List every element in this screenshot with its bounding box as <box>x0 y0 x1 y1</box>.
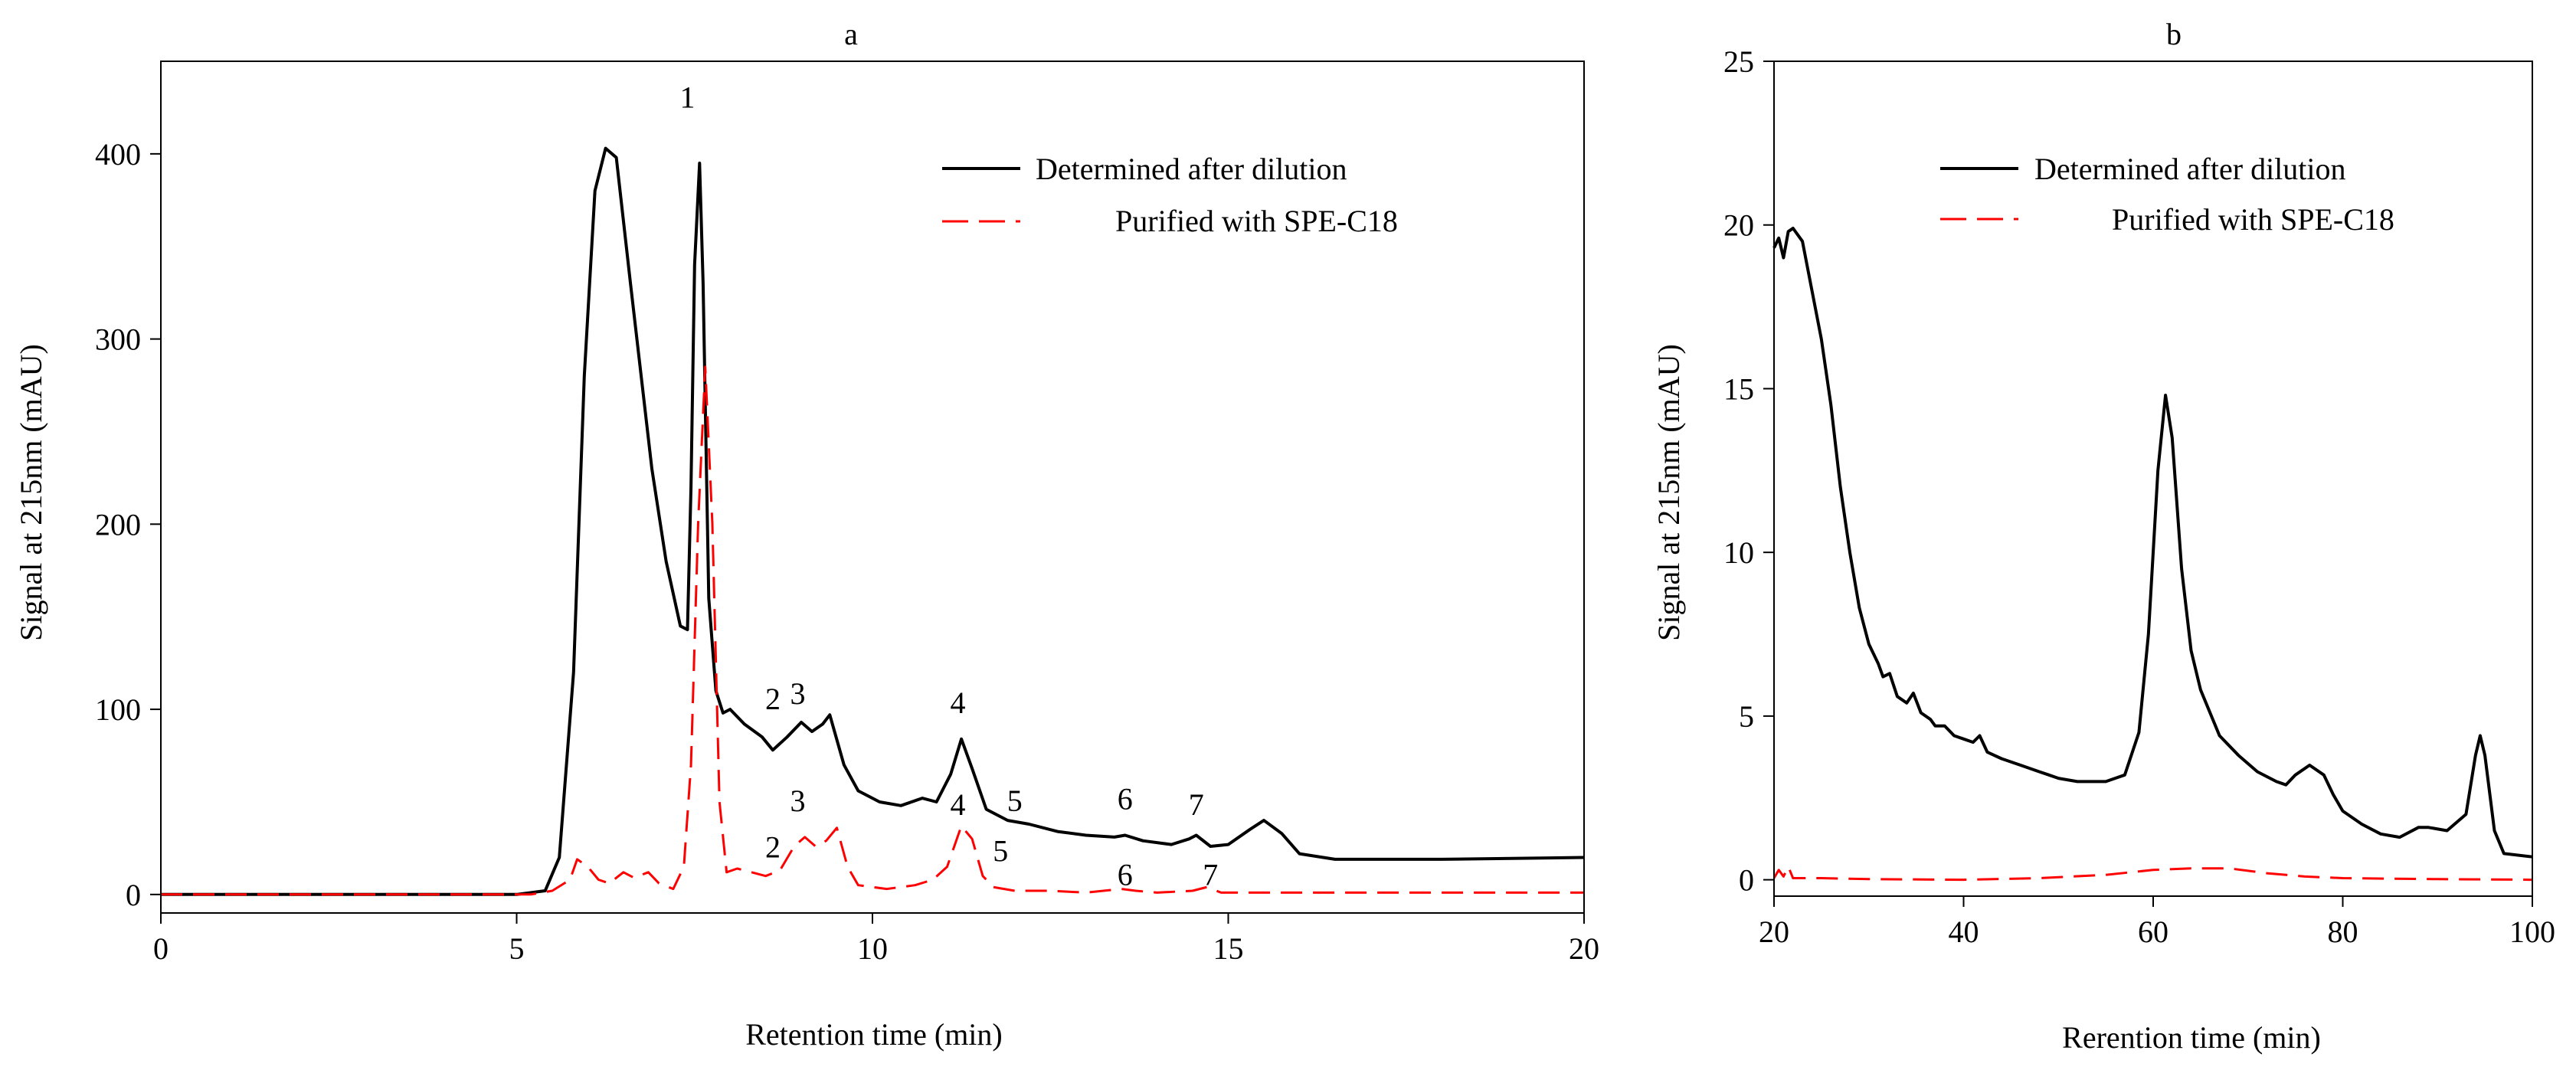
y-tick-label-a: 0 <box>126 878 141 912</box>
y-tick-label-b: 5 <box>1739 699 1754 734</box>
peak-label-a-12: 7 <box>1203 858 1218 892</box>
y-tick-label-a: 400 <box>95 137 141 172</box>
peak-label-a-11: 6 <box>1118 858 1133 892</box>
peak-label-a-3: 4 <box>950 686 965 720</box>
series-group-a <box>161 146 1585 896</box>
peak-label-a-2: 3 <box>790 676 805 711</box>
x-axis-label-b: Rerention time (min) <box>2062 1020 2321 1055</box>
x-tick-label-b: 60 <box>2138 915 2168 949</box>
legend-a: Determined after dilution Purified with … <box>942 152 1398 238</box>
y-tick-label-a: 200 <box>95 507 141 542</box>
series-line-b-0 <box>1772 227 2533 859</box>
y-tick-label-a: 300 <box>95 322 141 357</box>
series-line-b-1 <box>1772 865 2533 882</box>
legend-label-determined-a: Determined after dilution <box>1036 152 1347 186</box>
plot-frame-a <box>160 61 1585 914</box>
y-axis-label-b: Signal at 215nm (mAU) <box>1651 344 1686 641</box>
peak-label-a-5: 6 <box>1118 782 1133 816</box>
x-tick-label-b: 100 <box>2509 915 2555 949</box>
x-tick-label-b: 80 <box>2328 915 2358 949</box>
peak-label-a-6: 7 <box>1189 787 1204 822</box>
peak-label-a-9: 4 <box>950 787 965 822</box>
peak-label-a-4: 5 <box>1007 784 1023 818</box>
series-line-a-0 <box>161 146 1585 896</box>
peak-label-a-10: 5 <box>993 833 1008 868</box>
x-tick-label-b: 40 <box>1949 915 1979 949</box>
annotations-group-a: 12 3 45 6 723 456 7 <box>679 80 1218 892</box>
x-tick-label-a: 15 <box>1213 931 1244 966</box>
peak-label-a-1: 2 <box>765 682 781 716</box>
series-group-b <box>1772 227 2533 882</box>
y-tick-label-b: 25 <box>1723 44 1754 79</box>
series-line-a-1 <box>161 365 1584 896</box>
x-tick-label-a: 5 <box>509 931 525 966</box>
legend-b: Determined after dilution Purified with … <box>1940 152 2394 237</box>
panel-title-a: a <box>844 17 858 51</box>
y-tick-label-a: 100 <box>95 692 141 727</box>
legend-label-purified-a: Purified with SPE-C18 <box>1115 204 1398 238</box>
chart-panel-b: b 20 40 60 80 100 0 5 10 15 20 25 Determined after… <box>1651 17 2555 1055</box>
panel-title-b: b <box>2166 17 2182 51</box>
x-tick-label-a: 20 <box>1569 931 1599 966</box>
legend-label-determined-b: Determined after dilution <box>2034 152 2346 186</box>
y-axis-label-a: Signal at 215nm (mAU) <box>14 344 48 641</box>
y-tick-label-b: 15 <box>1723 371 1754 406</box>
peak-label-a-7: 2 <box>765 829 781 864</box>
peak-label-a-8: 3 <box>790 784 805 818</box>
y-tick-label-b: 0 <box>1739 863 1754 898</box>
plot-frame-b <box>1773 61 2533 897</box>
x-axis-label-a: Retention time (min) <box>745 1017 1003 1052</box>
legend-label-purified-b: Purified with SPE-C18 <box>2112 202 2394 237</box>
x-tick-label-a: 0 <box>153 931 169 966</box>
y-tick-label-b: 10 <box>1723 535 1754 570</box>
ticks-group-b: 20 40 60 80 100 0 5 10 15 20 25 <box>1723 44 2555 949</box>
x-tick-label-b: 20 <box>1759 915 1789 949</box>
y-tick-label-b: 20 <box>1723 208 1754 243</box>
x-tick-label-a: 10 <box>857 931 888 966</box>
peak-label-a-0: 1 <box>679 80 695 114</box>
